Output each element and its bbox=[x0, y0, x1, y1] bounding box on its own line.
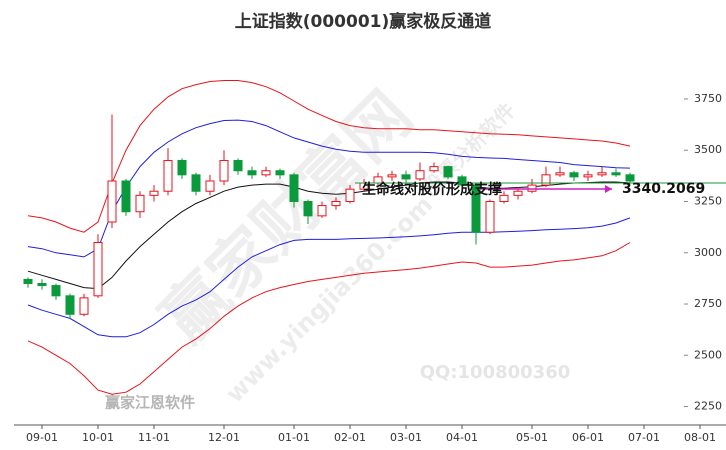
x-tick-label: 06-01 bbox=[572, 431, 604, 444]
candle-body bbox=[51, 285, 61, 297]
candle-body bbox=[471, 184, 481, 233]
candle-body bbox=[163, 159, 173, 192]
channel-line bbox=[27, 217, 631, 338]
x-tick-label: 05-01 bbox=[516, 431, 548, 444]
candle-body bbox=[625, 174, 635, 182]
candle-body bbox=[415, 170, 425, 180]
candle-body bbox=[555, 172, 565, 176]
x-tick-label: 01-01 bbox=[278, 431, 310, 444]
candle-body bbox=[527, 184, 537, 192]
y-tick-label: 2250 bbox=[694, 400, 722, 413]
candle-body bbox=[583, 174, 593, 178]
candle-body bbox=[93, 242, 103, 297]
candle-body bbox=[499, 194, 509, 202]
candle-body bbox=[401, 174, 411, 180]
candle-body bbox=[611, 172, 621, 176]
candle-body bbox=[597, 172, 607, 176]
y-tick-label: 3750 bbox=[694, 92, 722, 105]
x-tick-label: 12-01 bbox=[208, 431, 240, 444]
candle-body bbox=[443, 166, 453, 178]
chart-title: 上证指数(000001)赢家极反通道 bbox=[235, 11, 492, 32]
x-tick-label: 02-01 bbox=[334, 431, 366, 444]
candle-body bbox=[261, 170, 271, 176]
candle-body bbox=[289, 174, 299, 202]
support-value-label: 3340.2069 bbox=[622, 181, 705, 197]
y-tick-label: 3000 bbox=[694, 246, 722, 259]
support-annotation: 生命线对股价形成支撑 bbox=[362, 181, 502, 198]
candle-body bbox=[331, 200, 341, 207]
y-tick-label: 3250 bbox=[694, 194, 722, 207]
candle-body bbox=[37, 283, 47, 287]
x-tick-label: 04-01 bbox=[446, 431, 478, 444]
x-tick-label: 09-01 bbox=[26, 431, 58, 444]
y-tick-label: 3500 bbox=[694, 143, 722, 156]
channel-line bbox=[27, 242, 631, 395]
candle-body bbox=[23, 278, 33, 285]
x-tick-label: 11-01 bbox=[138, 431, 170, 444]
x-tick-label: 08-01 bbox=[684, 431, 716, 444]
candle-body bbox=[149, 190, 159, 196]
y-tick-label: 2500 bbox=[694, 348, 722, 361]
candle-body bbox=[569, 172, 579, 178]
candle-body bbox=[177, 159, 187, 176]
candle-body bbox=[65, 295, 75, 315]
x-tick-label: 10-01 bbox=[82, 431, 114, 444]
candle-body bbox=[219, 159, 229, 182]
candle-body bbox=[275, 170, 285, 176]
candle-body bbox=[387, 174, 397, 178]
candle-body bbox=[233, 159, 243, 172]
x-tick-label: 03-01 bbox=[390, 431, 422, 444]
candle-body bbox=[485, 200, 495, 233]
support-arrow-head bbox=[605, 184, 612, 193]
candle-body bbox=[247, 170, 257, 176]
y-tick-label: 2750 bbox=[694, 297, 722, 310]
candle-body bbox=[345, 188, 355, 202]
candle-body bbox=[79, 297, 89, 315]
watermark: QQ:100800360 bbox=[420, 362, 571, 383]
watermark: 赢家江恩软件 bbox=[105, 394, 195, 412]
candle-body bbox=[317, 205, 327, 217]
candle-body bbox=[205, 180, 215, 192]
candle-body bbox=[513, 190, 523, 196]
candle-body bbox=[191, 174, 201, 192]
candle-body bbox=[541, 174, 551, 186]
candle-body bbox=[429, 166, 439, 172]
candle-body bbox=[107, 180, 117, 223]
candle-body bbox=[121, 180, 131, 213]
x-tick-label: 07-01 bbox=[628, 431, 660, 444]
candle-body bbox=[457, 176, 467, 186]
candle-body bbox=[303, 200, 313, 217]
channel-line bbox=[27, 80, 631, 233]
watermark: 赢家财富网 bbox=[148, 78, 427, 357]
candle-body bbox=[135, 194, 145, 213]
